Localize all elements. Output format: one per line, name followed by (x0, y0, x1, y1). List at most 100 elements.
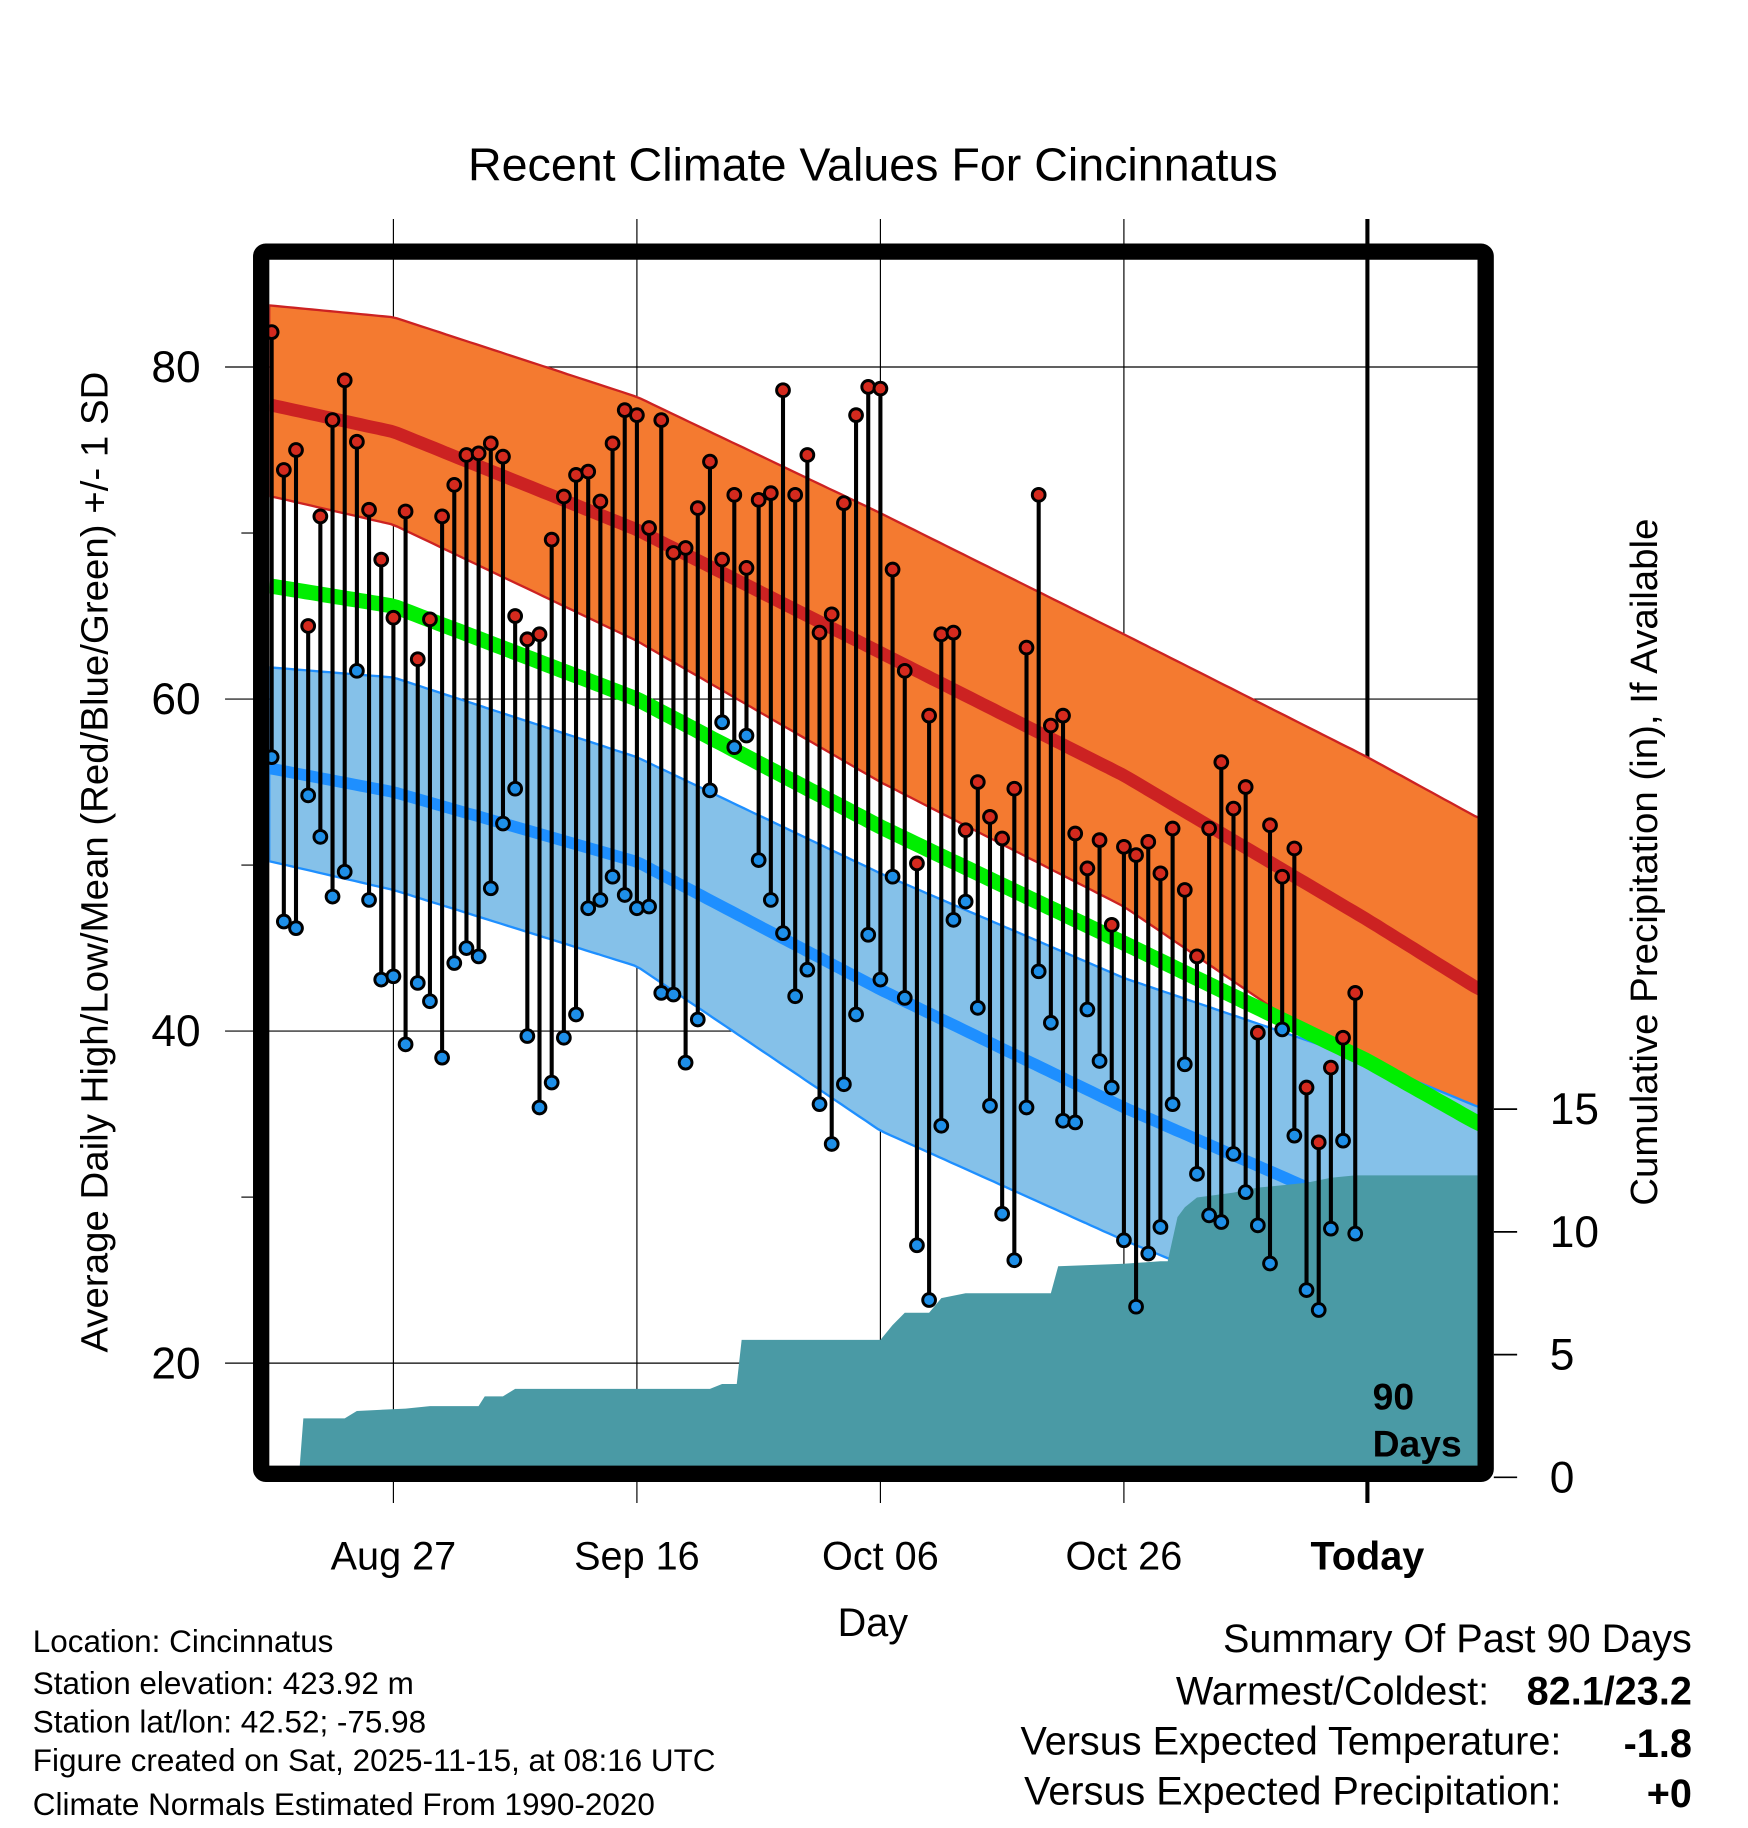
low-temp-point (1018, 1099, 1035, 1116)
low-temp-point (823, 1136, 840, 1152)
high-temp-point (531, 626, 548, 643)
low-temp-point (714, 714, 730, 731)
high-temp-point (1286, 840, 1303, 857)
data-marks (263, 324, 1364, 1318)
x-tick-label: Oct 26 (1066, 1534, 1183, 1578)
high-temp-point (422, 611, 438, 628)
temp-value: -1.8 (1624, 1722, 1692, 1766)
chart-title: Recent Climate Values For Cincinnatus (468, 139, 1278, 191)
high-temp-point (1225, 800, 1242, 817)
high-temp-point (945, 624, 962, 641)
low-temp-point (312, 828, 329, 845)
high-temp-point (300, 618, 317, 634)
high-temp-point (1128, 847, 1144, 863)
low-temp-point (531, 1099, 548, 1116)
x-tick-label: Aug 27 (331, 1534, 457, 1578)
high-temp-point (434, 508, 450, 525)
high-temp-point (677, 540, 694, 556)
high-temp-point (1152, 865, 1169, 882)
high-temp-point (726, 486, 743, 503)
low-temp-point (1103, 1079, 1120, 1096)
high-temp-point (957, 822, 974, 839)
high-temp-point (689, 500, 706, 516)
low-temp-point (470, 948, 487, 965)
low-temp-point (1128, 1298, 1144, 1315)
low-temp-point (1310, 1302, 1327, 1318)
low-temp-point (1030, 963, 1047, 980)
high-temp-point (361, 501, 377, 518)
low-temp-point (689, 1011, 706, 1028)
low-temp-point (409, 975, 426, 991)
high-temp-point (580, 463, 597, 480)
low-temp-point (300, 787, 317, 804)
low-temp-point (1176, 1056, 1193, 1073)
high-temp-point (1067, 825, 1084, 842)
high-temp-point (312, 508, 329, 525)
high-temp-point (750, 491, 767, 508)
low-temp-point (884, 868, 901, 885)
low-temp-point (1323, 1220, 1339, 1237)
high-temp-point (349, 433, 365, 450)
high-temp-point (543, 531, 560, 548)
low-temp-point (1286, 1127, 1303, 1144)
low-temp-point (616, 887, 633, 903)
high-temp-point (1189, 948, 1205, 965)
high-temp-point (896, 662, 913, 679)
high-temp-point (1213, 754, 1230, 770)
low-temp-point (665, 986, 682, 1003)
low-temp-point (1189, 1166, 1205, 1182)
high-temp-point (1323, 1059, 1339, 1076)
low-temp-point (787, 988, 804, 1005)
high-temp-point (629, 407, 645, 424)
footer-normals: Climate Normals Estimated From 1990-2020 (33, 1787, 655, 1822)
y-tick-label: 40 (151, 1007, 200, 1056)
high-temp-point (1310, 1134, 1327, 1151)
summary-box: Summary Of Past 90 Days Warmest/Coldest:… (1020, 1617, 1691, 1816)
low-temp-point (909, 1237, 925, 1254)
today-label-90: 90 (1373, 1376, 1414, 1418)
high-temp-point (848, 407, 864, 424)
high-temp-point (592, 493, 609, 510)
y-tick-label: 80 (151, 343, 200, 392)
low-temp-point (458, 940, 475, 956)
high-temp-point (1176, 882, 1193, 898)
high-temp-point (969, 774, 986, 790)
high-temp-point (275, 462, 292, 478)
plot-area (269, 304, 1478, 1467)
precip-value: +0 (1647, 1772, 1692, 1816)
low-temp-point (349, 662, 365, 679)
low-temp-point (641, 898, 657, 915)
high-temp-point (288, 442, 304, 458)
precip-area (299, 1175, 1478, 1467)
low-temp-point (519, 1028, 536, 1044)
high-temp-point (738, 560, 755, 576)
high-temp-point (714, 551, 730, 568)
high-temp-point (775, 382, 791, 399)
high-temp-point (1249, 1024, 1266, 1041)
high-temp-point (555, 488, 572, 505)
high-temp-point (860, 379, 877, 395)
low-temp-point (604, 868, 621, 885)
footer-latlon: Station lat/lon: 42.52; -75.98 (33, 1704, 426, 1739)
low-temp-point (580, 900, 597, 917)
high-temp-point (1347, 985, 1364, 1001)
low-temp-point (592, 892, 609, 908)
low-temp-point (775, 925, 791, 942)
low-temp-point (750, 852, 767, 868)
x-tick-label: Sep 16 (574, 1534, 700, 1578)
low-temp-point (1225, 1146, 1242, 1162)
high-temp-point (1237, 779, 1254, 795)
low-temp-point (1274, 1021, 1291, 1038)
high-temp-point (872, 380, 889, 397)
high-temp-point (336, 372, 353, 389)
warmest-label: Warmest/Coldest: (1176, 1670, 1489, 1714)
y2-tick-label: 10 (1550, 1208, 1599, 1257)
footer-location: Location: Cincinnatus (33, 1624, 334, 1659)
high-temp-point (1116, 838, 1132, 855)
high-temp-point (482, 435, 499, 452)
high-temp-point (1030, 486, 1047, 503)
low-temp-point (446, 955, 463, 971)
high-temp-point (1164, 820, 1181, 837)
high-temp-point (1201, 820, 1217, 837)
low-temp-point (1116, 1232, 1132, 1249)
